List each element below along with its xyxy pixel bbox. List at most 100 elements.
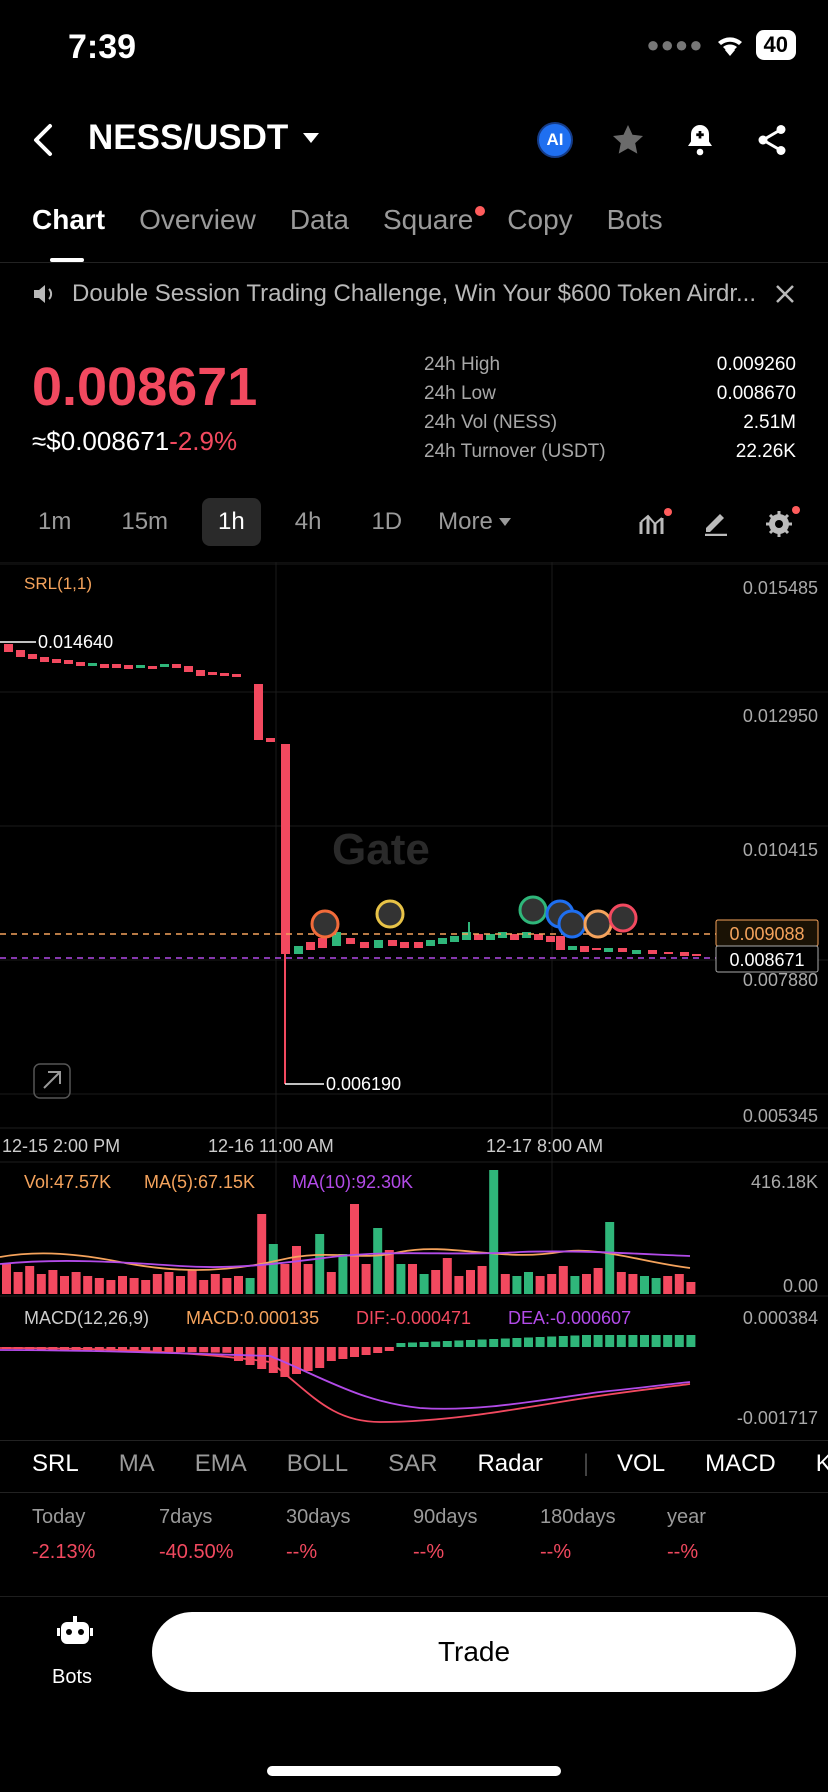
macd-bar <box>408 1342 417 1347</box>
close-icon[interactable] <box>774 283 796 305</box>
macd-bar <box>651 1335 661 1347</box>
macd-bar <box>350 1347 359 1357</box>
pair-selector[interactable]: NESS/USDT <box>88 118 320 158</box>
interval-4h[interactable]: 4h <box>294 508 322 535</box>
macd-bar <box>152 1347 162 1352</box>
indicator-icon[interactable] <box>638 508 672 538</box>
interval-1d[interactable]: 1D <box>371 508 403 535</box>
bots-button[interactable]: Bots <box>50 1614 100 1689</box>
settings-icon[interactable] <box>764 506 800 538</box>
volume-bar <box>129 1278 139 1294</box>
tab-square[interactable]: Square <box>383 204 486 250</box>
ma10-line <box>0 1250 691 1268</box>
back-icon[interactable] <box>30 122 56 158</box>
macd-bar <box>419 1342 429 1347</box>
macd-bar <box>558 1336 568 1347</box>
macd-label: MACD(12,26,9) <box>24 1308 149 1328</box>
price-tag-orange: 0.009088 <box>729 924 804 944</box>
indicator-vol[interactable]: VOL <box>617 1450 666 1477</box>
macd-bar <box>141 1347 151 1352</box>
volume-bar <box>141 1280 151 1294</box>
announcement-banner[interactable]: Double Session Trading Challenge, Win Yo… <box>32 280 796 308</box>
volume-bar <box>489 1170 499 1294</box>
indicator-ema[interactable]: EMA <box>194 1450 247 1477</box>
status-icons: ●●●● 40 <box>646 30 796 60</box>
price-tag-last-box <box>715 945 819 973</box>
volume-bar <box>199 1280 209 1294</box>
candle <box>374 940 383 948</box>
bots-label: Bots <box>51 1666 93 1688</box>
vol-ma5: MA(5):67.15K <box>144 1172 255 1192</box>
volume-bar <box>94 1278 104 1294</box>
y-axis-label: 0.010415 <box>743 840 818 860</box>
indicator-boll[interactable]: BOLL <box>286 1450 349 1477</box>
ai-button[interactable]: AI <box>537 122 573 158</box>
tab-bots[interactable]: Bots <box>606 204 663 235</box>
candle <box>486 934 495 940</box>
bell-icon[interactable] <box>682 122 718 158</box>
macd-bar <box>524 1337 533 1347</box>
avatar-marker <box>608 903 638 933</box>
macd-max: 0.000384 <box>743 1308 818 1328</box>
indicator-ma[interactable]: MA <box>118 1450 155 1477</box>
macd-bar <box>686 1335 696 1347</box>
usd-price: ≈$0.008671-2.9% <box>32 426 238 456</box>
macd-bar <box>500 1338 510 1347</box>
tab-overview[interactable]: Overview <box>139 204 256 235</box>
tab-copy[interactable]: Copy <box>507 204 573 235</box>
macd-bar <box>512 1338 522 1347</box>
macd-bar <box>222 1347 232 1353</box>
macd-min: -0.001717 <box>737 1408 818 1428</box>
x-axis-label: 12-16 11:00 AM <box>208 1136 334 1156</box>
macd-bar <box>466 1340 475 1347</box>
candle <box>648 950 657 954</box>
signal-icon: ●●●● <box>646 32 704 57</box>
macd-bar <box>338 1347 348 1359</box>
volume-bar <box>686 1282 696 1294</box>
volume-bar <box>176 1276 185 1294</box>
candle <box>462 932 471 940</box>
candle <box>40 657 49 662</box>
tab-chart[interactable]: Chart <box>32 204 105 262</box>
star-icon[interactable] <box>610 122 646 158</box>
candle <box>254 684 263 740</box>
indicator-radar[interactable]: Radar <box>477 1450 543 1477</box>
candle <box>208 672 217 675</box>
candle <box>604 948 613 952</box>
candle <box>306 942 315 950</box>
indicator-separator: | <box>582 1450 590 1477</box>
candle <box>28 654 37 659</box>
candle <box>388 940 397 946</box>
interval-more[interactable]: More <box>436 498 527 546</box>
volume-bar <box>292 1246 301 1294</box>
tab-data[interactable]: Data <box>289 204 349 235</box>
candle <box>346 938 355 944</box>
macd-bar <box>640 1335 649 1347</box>
volume-bar <box>83 1276 93 1294</box>
price-chart[interactable]: Gate SRL(1,1) 0.015485 0.012950 0.010415 0.00… <box>0 561 828 1442</box>
indicator-kd[interactable]: KD <box>815 1450 828 1477</box>
volume-bar <box>71 1272 81 1294</box>
home-indicator <box>267 1766 561 1776</box>
candle <box>232 674 241 677</box>
interval-15m[interactable]: 15m <box>121 508 169 535</box>
macd-bar <box>663 1335 673 1347</box>
candle <box>4 644 13 652</box>
indicator-sar[interactable]: SAR <box>388 1450 438 1477</box>
indicator-macd[interactable]: MACD <box>705 1450 776 1477</box>
share-icon[interactable] <box>754 122 790 158</box>
volume-bar <box>512 1276 522 1294</box>
trade-button[interactable]: Trade <box>152 1612 796 1692</box>
volume-bar <box>651 1278 661 1294</box>
candle <box>474 934 483 940</box>
volume-bar <box>384 1250 394 1294</box>
volume-bar <box>570 1276 580 1294</box>
candle <box>196 670 205 676</box>
draw-icon[interactable] <box>702 508 730 536</box>
volume-bar <box>245 1278 255 1294</box>
interval-1h[interactable]: 1h <box>202 498 261 546</box>
volume-bar <box>350 1204 359 1294</box>
volume-bar <box>454 1276 464 1294</box>
interval-1m[interactable]: 1m <box>38 508 72 535</box>
indicator-srl[interactable]: SRL <box>32 1450 79 1477</box>
